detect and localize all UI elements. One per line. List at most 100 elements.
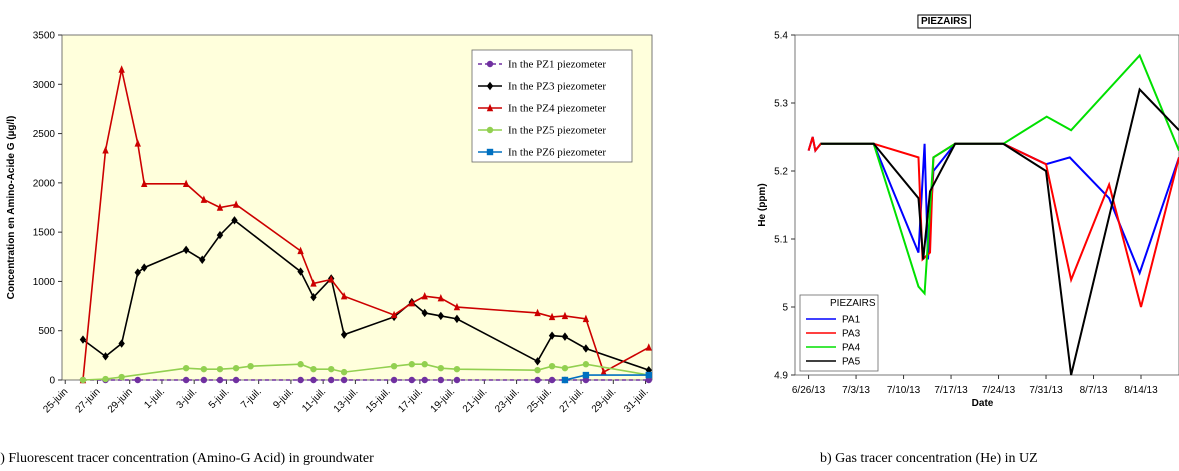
marker bbox=[390, 376, 398, 384]
marker bbox=[645, 376, 652, 384]
marker bbox=[453, 376, 461, 384]
y-tick-label: 4.9 bbox=[774, 371, 788, 382]
marker bbox=[408, 361, 416, 368]
marker bbox=[310, 376, 317, 384]
marker bbox=[328, 275, 335, 283]
marker bbox=[390, 363, 398, 370]
x-tick-label: 11-juil. bbox=[300, 386, 328, 414]
marker bbox=[600, 367, 607, 376]
marker bbox=[79, 376, 87, 384]
legend-marker bbox=[486, 103, 494, 112]
marker bbox=[297, 246, 304, 255]
series-line bbox=[82, 69, 650, 381]
x-tick-label: 15-juil. bbox=[364, 386, 393, 415]
marker bbox=[548, 312, 556, 321]
marker bbox=[453, 365, 461, 373]
caption: a) Fluorescent tracer concentration (Ami… bbox=[0, 451, 374, 466]
x-tick-label: 7/24/13 bbox=[982, 385, 1016, 396]
marker bbox=[182, 376, 190, 384]
marker bbox=[437, 376, 445, 384]
marker bbox=[141, 179, 148, 188]
marker bbox=[561, 332, 569, 341]
marker bbox=[437, 311, 445, 321]
x-tick-label: 7/17/13 bbox=[934, 385, 968, 396]
y-tick-label: 0 bbox=[49, 376, 55, 387]
marker bbox=[328, 376, 335, 384]
x-tick-label: 27-juil. bbox=[558, 386, 587, 415]
x-tick-label: 27-juin bbox=[74, 386, 103, 415]
legend-label: PA4 bbox=[842, 343, 861, 354]
marker bbox=[216, 230, 224, 240]
marker bbox=[134, 139, 141, 147]
marker bbox=[231, 216, 238, 225]
marker bbox=[453, 314, 461, 324]
x-tick-label: 21-juil. bbox=[461, 386, 490, 415]
marker bbox=[340, 292, 348, 300]
marker bbox=[561, 311, 569, 320]
marker bbox=[102, 375, 109, 383]
marker bbox=[645, 365, 652, 375]
marker bbox=[199, 255, 206, 264]
y-tick-label: 1500 bbox=[33, 228, 56, 239]
marker bbox=[582, 371, 590, 379]
x-tick-label: 25-juil. bbox=[525, 386, 554, 415]
x-tick-label: 7/10/13 bbox=[887, 385, 921, 396]
y-tick-label: 2500 bbox=[33, 129, 56, 140]
marker bbox=[437, 293, 445, 302]
legend-label: PA5 bbox=[842, 357, 861, 368]
y-tick-label: 3000 bbox=[33, 80, 56, 91]
y-tick-label: 5.4 bbox=[774, 31, 788, 42]
marker bbox=[297, 267, 304, 276]
marker bbox=[102, 146, 109, 154]
marker bbox=[340, 368, 348, 376]
marker bbox=[247, 363, 254, 370]
legend-marker bbox=[486, 148, 494, 156]
x-tick-label: 23-juil. bbox=[493, 386, 522, 415]
marker bbox=[534, 357, 541, 366]
y-tick-label: 3500 bbox=[33, 31, 56, 42]
legend-marker bbox=[486, 126, 494, 134]
marker bbox=[408, 298, 416, 307]
title-box bbox=[917, 14, 971, 29]
y-axis-label: He (ppm) bbox=[757, 183, 768, 226]
marker bbox=[645, 371, 652, 379]
marker bbox=[118, 339, 125, 348]
marker bbox=[421, 361, 428, 368]
y-tick-label: 5.1 bbox=[774, 235, 788, 246]
marker bbox=[582, 376, 590, 384]
marker bbox=[297, 376, 304, 384]
x-tick-label: 9-juil. bbox=[271, 386, 296, 411]
marker bbox=[561, 364, 569, 372]
legend-label: In the PZ6 piezometer bbox=[508, 147, 606, 159]
marker bbox=[408, 376, 416, 384]
x-tick-label: 13-juil. bbox=[332, 386, 361, 415]
y-axis-label: Concentration en Amino-Acide G (µg/l) bbox=[6, 116, 17, 300]
marker bbox=[232, 200, 240, 208]
legend-title: PIEZAIRS bbox=[830, 298, 876, 309]
marker bbox=[310, 279, 317, 287]
marker bbox=[421, 308, 428, 318]
marker bbox=[582, 344, 590, 353]
legend-label: In the PZ1 piezometer bbox=[508, 59, 606, 71]
y-tick-label: 5.3 bbox=[774, 99, 788, 110]
legend-marker bbox=[486, 81, 494, 91]
marker bbox=[310, 293, 317, 302]
x-tick-label: 1-juil. bbox=[142, 386, 167, 411]
marker bbox=[548, 331, 556, 340]
marker bbox=[182, 245, 190, 255]
marker bbox=[102, 352, 109, 361]
marker bbox=[200, 365, 208, 373]
marker bbox=[118, 65, 125, 73]
series-line bbox=[82, 363, 649, 381]
marker bbox=[134, 376, 141, 384]
x-tick-label: 8/14/13 bbox=[1124, 385, 1158, 396]
marker bbox=[232, 364, 240, 372]
marker bbox=[534, 366, 541, 374]
series-line bbox=[820, 87, 1179, 376]
marker bbox=[534, 308, 541, 317]
marker bbox=[390, 310, 398, 319]
y-tick-label: 5 bbox=[782, 303, 788, 314]
x-tick-label: 19-juil. bbox=[429, 386, 458, 415]
marker bbox=[216, 365, 224, 373]
